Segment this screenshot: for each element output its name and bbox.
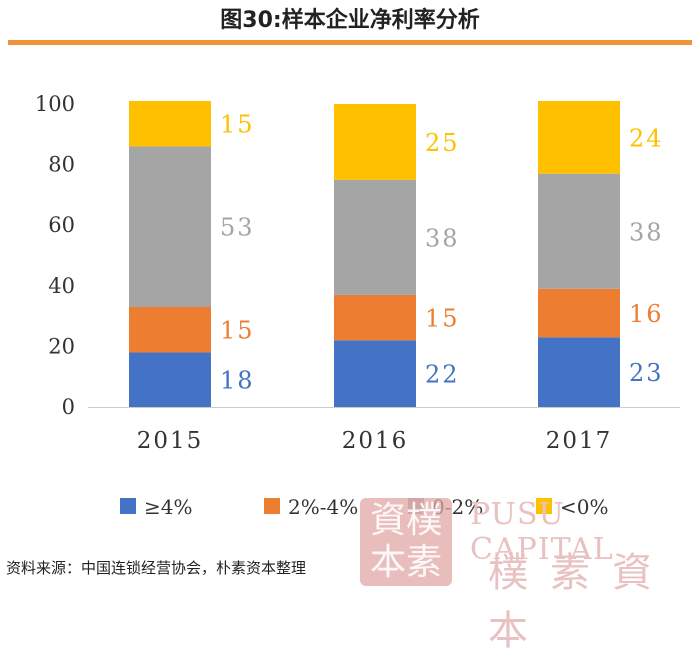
data-label-2017-series-2: 38: [629, 218, 664, 246]
y-axis: 0 20 40 60 80 100: [35, 92, 75, 419]
bar-2017-series-2: [538, 173, 620, 289]
y-tick-label-40: 40: [48, 274, 75, 298]
data-label-2015-series-0: 18: [220, 367, 255, 395]
bars: [129, 100, 620, 407]
y-tick-label-80: 80: [48, 153, 75, 177]
title-underline: [8, 40, 692, 45]
stacked-bar-chart: 0 20 40 60 80 100 18 15 53 15 22 15 38 25 23 16 38 24 20…: [35, 92, 680, 519]
bar-2016-series-0: [334, 340, 416, 407]
data-label-2016-series-2: 38: [425, 224, 460, 252]
x-tick-label-2016: 2016: [342, 428, 409, 454]
bar-2015-series-0: [129, 352, 211, 407]
bar-2016-series-3: [334, 104, 416, 180]
y-tick-label-0: 0: [62, 395, 75, 419]
legend-swatch-1: [264, 498, 280, 514]
bar-2015-series-3: [129, 100, 211, 147]
bar-2017-series-3: [538, 100, 620, 174]
bar-2015-series-2: [129, 146, 211, 308]
bar-2017-series-0: [538, 337, 620, 407]
y-tick-label-60: 60: [48, 213, 75, 237]
watermark-chinese: 樸素資本: [488, 550, 674, 654]
source-note: 资料来源：中国连锁经营协会，朴素资本整理: [6, 559, 307, 577]
data-labels: 18 15 53 15 22 15 38 25 23 16 38 24: [220, 111, 664, 395]
data-label-2016-series-0: 22: [425, 361, 460, 389]
watermark-seal: [360, 498, 452, 586]
legend-label-3: <0%: [560, 495, 609, 519]
data-label-2017-series-3: 24: [629, 124, 664, 152]
legend-label-1: 2%-4%: [288, 495, 358, 519]
legend-swatch-3: [536, 498, 552, 514]
bar-2016-series-2: [334, 179, 416, 295]
legend-label-0: ≥4%: [144, 495, 193, 519]
bar-2017-series-1: [538, 288, 620, 338]
data-label-2015-series-3: 15: [220, 111, 255, 139]
bar-2016-series-1: [334, 294, 416, 341]
data-label-2017-series-0: 23: [629, 359, 664, 387]
bar-2015-series-1: [129, 307, 211, 353]
y-tick-label-20: 20: [48, 334, 75, 358]
data-label-2016-series-1: 15: [425, 305, 460, 333]
data-label-2015-series-1: 15: [220, 317, 255, 345]
watermark-english: PUSU CAPITAL: [470, 497, 614, 567]
data-label-2016-series-3: 25: [425, 129, 460, 157]
chart-title: 图30:样本企业净利率分析: [220, 8, 480, 33]
legend-swatch-0: [120, 498, 136, 514]
x-axis: 2015 2016 2017: [88, 407, 680, 454]
data-label-2017-series-1: 16: [629, 300, 664, 328]
watermark-seal-text: 資樸本素: [369, 500, 442, 583]
data-label-2015-series-2: 53: [220, 214, 255, 242]
x-tick-label-2015: 2015: [137, 428, 204, 454]
x-tick-label-2017: 2017: [546, 428, 613, 454]
y-tick-label-100: 100: [35, 92, 75, 116]
